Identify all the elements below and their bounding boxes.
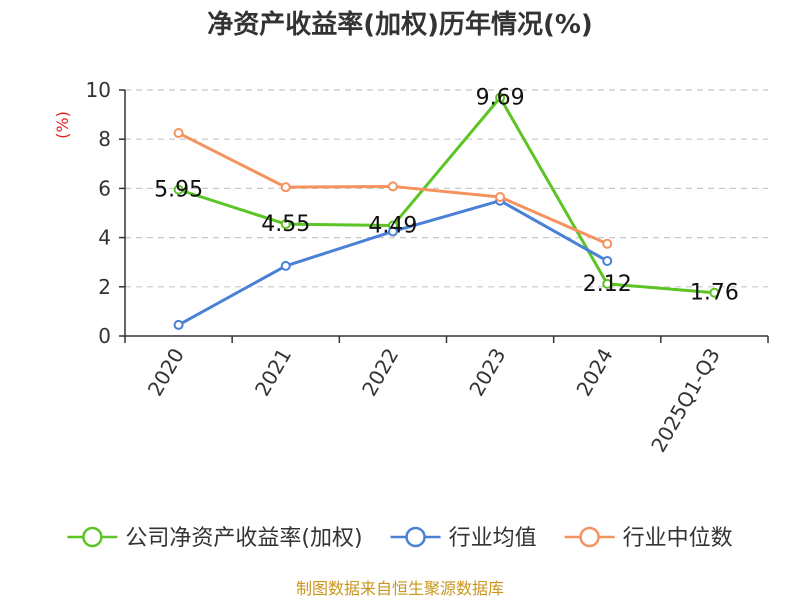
legend-label: 行业均值 [449,526,537,551]
series-line-0 [178,96,715,295]
legend: 公司净资产收益率(加权) 行业均值 行业中位数 [67,526,733,551]
data-point [495,92,506,103]
x-tick-label: 2022 [357,344,403,400]
legend-marker [405,526,426,548]
grid-lines [125,89,768,288]
x-tick-label: 2024 [571,344,617,400]
x-tick-label: 2021 [250,344,296,400]
y-tick-label: 0 [98,324,111,348]
data-label: 4.55 [261,212,310,237]
data-label: 2.12 [583,272,632,297]
legend-marker [82,526,103,548]
chart-title: 净资产收益率(加权)历年情况(%) [207,9,593,40]
data-label: 9.69 [476,86,525,111]
data-point [709,287,720,298]
y-tick-labels: 0 2 4 6 8 10 [86,78,111,348]
data-label: 1.76 [690,281,739,306]
legend-marker [579,526,600,548]
data-point [173,184,184,195]
data-point [173,319,184,330]
data-point [173,128,184,139]
data-point [387,226,398,237]
x-tick-label: 2020 [143,344,189,400]
data-point [280,219,291,230]
series-lines [173,92,720,330]
y-axis-label: (%) [53,111,72,139]
data-point [602,255,613,266]
y-tick-label: 8 [98,127,111,151]
data-point [280,260,291,271]
y-tick-label: 4 [98,226,111,250]
y-tick-label: 10 [86,78,111,102]
data-point [387,181,398,192]
x-tick-labels: 2020 2021 2022 2023 2024 2025Q1-Q3 [143,344,725,456]
data-point [602,238,613,249]
data-point [602,278,613,289]
y-tick-label: 6 [98,176,111,200]
x-tick-label: 2023 [464,344,510,400]
legend-label: 公司净资产收益率(加权) [125,526,362,551]
legend-label: 行业中位数 [623,526,733,551]
data-label: 4.49 [368,214,417,239]
data-label: 5.95 [154,178,203,203]
x-tick-label: 2025Q1-Q3 [646,344,725,456]
data-point [280,182,291,193]
source-note: 制图数据来自恒生聚源数据库 [296,579,504,598]
axes [119,89,769,343]
y-tick-label: 2 [98,275,111,299]
data-point [495,192,506,203]
data-labels: 5.95 4.55 4.49 9.69 2.12 1.76 [154,86,739,306]
